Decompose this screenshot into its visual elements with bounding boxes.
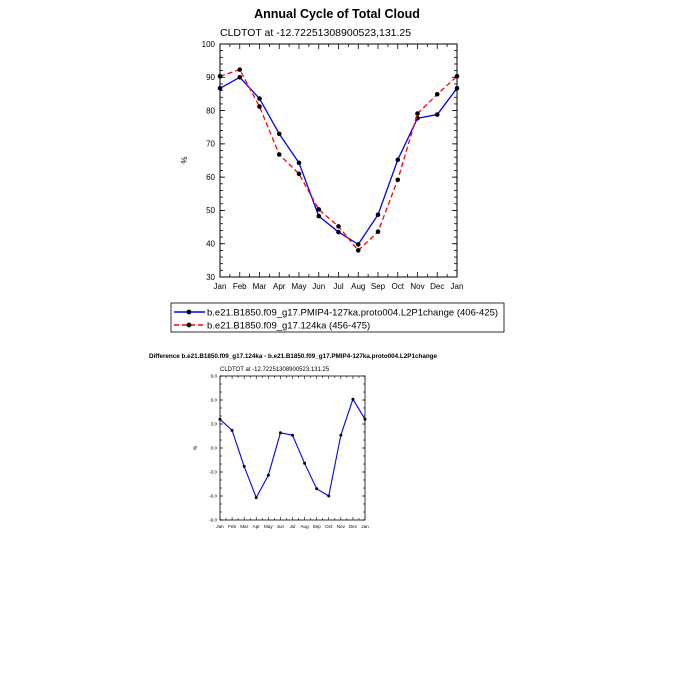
y-tick-label: 30 [206, 273, 215, 282]
data-point-series-1 [276, 131, 282, 137]
data-point-series-2 [375, 229, 381, 235]
x-tick-label: Apr [253, 524, 261, 529]
x-tick-label: Jun [312, 282, 325, 291]
y-tick-label: 40 [206, 240, 215, 249]
legend-marker-series-1 [186, 309, 192, 315]
data-point-series-1 [375, 212, 381, 218]
data-point-series-1 [336, 229, 341, 235]
x-tick-label: Jun [277, 524, 285, 529]
difference-y-axis-label: % [193, 445, 199, 450]
data-point-series-1 [266, 473, 270, 477]
plot-frame [219, 43, 458, 278]
x-tick-label: Jul [333, 282, 343, 291]
series-line-1 [219, 76, 458, 246]
x-tick-label: Aug [300, 524, 309, 529]
data-point-series-2 [257, 104, 262, 109]
y-tick-label: 80 [206, 106, 215, 115]
data-point-series-1 [218, 417, 222, 421]
x-tick-label: Sep [313, 524, 322, 529]
x-tick-label: May [291, 282, 306, 291]
legend-box [170, 302, 505, 333]
x-tick-label: Nov [337, 524, 346, 529]
legend-label-series-2: b.e21.B1850.f09_g17.124ka (456-475) [207, 321, 370, 332]
y-tick-label: 6.0 [211, 398, 218, 403]
data-point-series-1 [254, 496, 258, 500]
data-point-series-1 [291, 433, 294, 437]
data-point-series-1 [278, 431, 282, 435]
y-tick-label: 60 [206, 173, 215, 182]
x-tick-label: Apr [273, 282, 286, 291]
data-point-series-1 [355, 242, 361, 247]
x-tick-label: Dec [349, 524, 358, 529]
data-point-series-1 [395, 157, 401, 163]
x-tick-label: Mar [240, 524, 248, 529]
data-point-series-1 [351, 397, 355, 401]
x-tick-label: Jan [451, 282, 464, 291]
data-point-series-1 [257, 96, 262, 101]
difference-chart-subtitle: CLDTOT at -12.72251308900523,131.25 [220, 367, 330, 373]
x-tick-label: Aug [351, 282, 365, 291]
data-point-series-1 [303, 461, 307, 465]
x-tick-label: Dec [430, 282, 444, 291]
x-tick-label: Sep [371, 282, 386, 291]
data-point-series-1 [230, 428, 234, 432]
data-point-series-2 [336, 224, 341, 229]
y-axis-label: % [180, 156, 189, 163]
x-tick-label: Jan [216, 524, 224, 529]
series-line-1 [219, 398, 366, 499]
x-tick-label: Feb [228, 524, 236, 529]
data-point-series-1 [237, 74, 243, 80]
data-point-series-2 [415, 111, 420, 116]
x-tick-label: Oct [392, 282, 405, 291]
data-point-series-1 [316, 213, 322, 219]
data-point-series-1 [217, 85, 223, 91]
data-point-series-1 [242, 464, 246, 468]
y-tick-label: 50 [206, 206, 215, 215]
series-line-2 [219, 68, 458, 252]
y-tick-label: 0.0 [211, 446, 218, 451]
y-tick-label: 9.0 [211, 374, 218, 379]
data-point-series-1 [315, 487, 319, 491]
x-tick-label: Jan [214, 282, 227, 291]
x-tick-label: May [264, 524, 273, 529]
data-point-series-2 [276, 152, 282, 157]
data-point-series-2 [237, 67, 243, 72]
difference-plot-frame [219, 375, 366, 521]
difference-chart-title: Difference b.e21.B1850.f09_g17.124ka - b… [149, 353, 438, 360]
chart-subtitle: CLDTOT at -12.72251308900523,131.25 [220, 27, 411, 39]
legend: b.e21.B1850.f09_g17.PMIP4-127ka.proto004… [170, 302, 505, 333]
data-point-series-1 [434, 112, 440, 117]
chart-title: Annual Cycle of Total Cloud [254, 7, 420, 21]
y-tick-label: -9.0 [209, 518, 217, 523]
data-point-series-1 [363, 417, 367, 421]
legend-marker-series-2 [186, 322, 192, 328]
x-tick-label: Mar [253, 282, 267, 291]
data-point-series-2 [296, 171, 302, 177]
data-point-series-2 [217, 73, 223, 79]
data-point-series-1 [339, 433, 343, 437]
y-tick-label: 70 [206, 140, 215, 149]
x-tick-label: Jul [290, 524, 296, 529]
y-tick-label: 90 [206, 73, 215, 82]
annual-cycle-chart: Annual Cycle of Total Cloud CLDTOT at -1… [180, 7, 463, 291]
y-tick-label: -3.0 [209, 470, 217, 475]
x-tick-label: Oct [325, 524, 333, 529]
data-point-series-2 [355, 248, 361, 253]
data-point-series-2 [434, 91, 440, 97]
difference-chart: Difference b.e21.B1850.f09_g17.124ka - b… [149, 353, 438, 529]
y-tick-label: 100 [202, 40, 216, 49]
x-tick-label: Nov [410, 282, 424, 291]
data-point-series-1 [454, 85, 460, 91]
y-tick-label: 3.0 [211, 422, 218, 427]
legend-label-series-1: b.e21.B1850.f09_g17.PMIP4-127ka.proto004… [207, 308, 498, 319]
data-point-series-1 [296, 160, 302, 166]
data-point-series-2 [316, 207, 322, 212]
x-tick-label: Jan [361, 524, 369, 529]
x-tick-label: Feb [233, 282, 247, 291]
data-point-series-2 [395, 177, 401, 183]
data-point-series-2 [454, 73, 460, 79]
y-tick-label: -6.0 [209, 494, 217, 499]
data-point-series-1 [327, 494, 331, 498]
